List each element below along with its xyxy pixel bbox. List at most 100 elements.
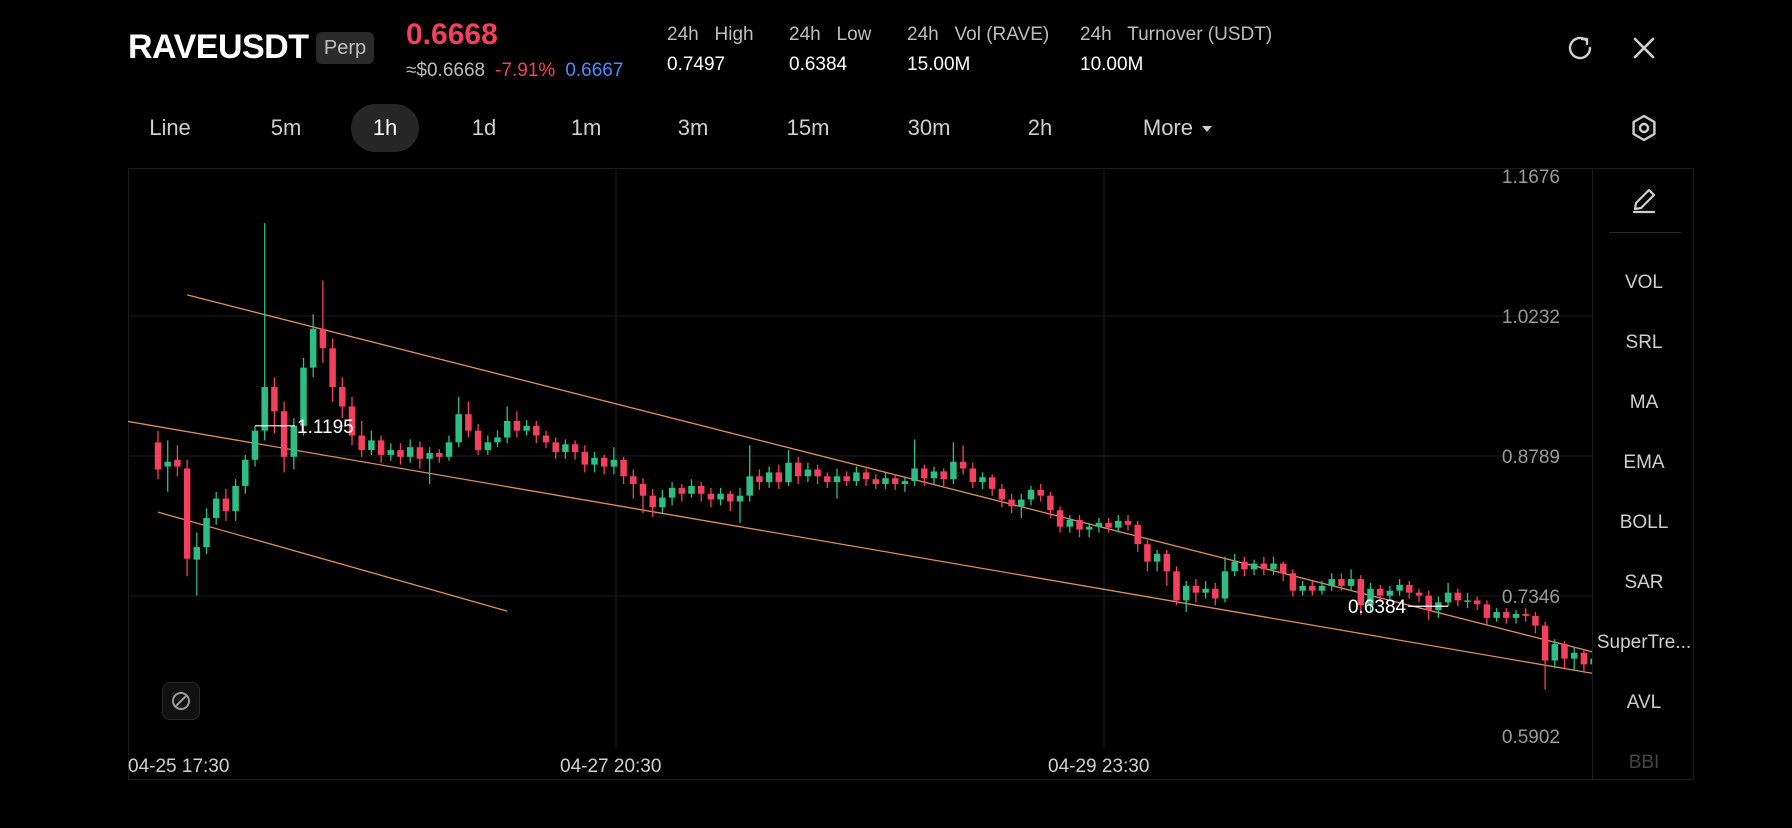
price-subline: ≈$0.6668 -7.91% 0.6667: [406, 60, 633, 82]
close-button[interactable]: [1624, 28, 1664, 68]
candle-body: [1532, 615, 1539, 626]
candle: [280, 401, 288, 473]
candle: [688, 479, 695, 498]
candle: [1396, 579, 1403, 596]
draw-tool-button[interactable]: [1624, 180, 1664, 220]
tab-15m[interactable]: 15m: [786, 115, 830, 140]
caret-down-icon: [1202, 126, 1213, 133]
candle: [1124, 515, 1132, 531]
tab-2h[interactable]: 2h: [1027, 115, 1053, 140]
tab-5m[interactable]: 5m: [270, 115, 302, 140]
candle-body: [746, 476, 753, 496]
indicator-ma[interactable]: MA: [1629, 392, 1659, 413]
candle: [1444, 582, 1452, 607]
candle-body: [843, 476, 850, 482]
candle-body: [717, 493, 724, 500]
candle: [901, 476, 909, 492]
candle-body: [1580, 652, 1588, 665]
candle: [1153, 549, 1161, 572]
candle-body: [261, 387, 268, 431]
candle-body: [668, 487, 676, 498]
candle: [1056, 506, 1064, 533]
candle: [1066, 515, 1074, 533]
indicator-ema[interactable]: EMA: [1623, 452, 1665, 473]
candle: [1289, 569, 1297, 597]
tab-more[interactable]: More: [1118, 104, 1238, 152]
stat-24h-low: 24h Low 0.6384: [789, 24, 871, 76]
candle-body: [1095, 522, 1103, 527]
candle-body: [222, 498, 230, 512]
trendline[interactable]: [157, 511, 508, 612]
candle-body: [1124, 520, 1132, 525]
tab-1m[interactable]: 1m: [570, 115, 602, 140]
candle: [639, 478, 647, 514]
tab-3m[interactable]: 3m: [677, 115, 709, 140]
candle: [1299, 581, 1306, 596]
candle: [1115, 515, 1122, 533]
candle-body: [203, 517, 210, 548]
refresh-button[interactable]: [1560, 28, 1600, 68]
indicator-srl[interactable]: SRL: [1625, 332, 1663, 353]
stat-label: 24h Low: [789, 24, 872, 45]
y-tick-label: 1.0232: [1502, 307, 1560, 328]
indicator-vol[interactable]: VOL: [1624, 272, 1664, 293]
candle-body: [1037, 489, 1044, 496]
candle: [950, 442, 957, 485]
candle: [843, 471, 850, 486]
candle: [1386, 585, 1394, 601]
candle-body: [1318, 585, 1326, 591]
chart-tool-button[interactable]: [162, 682, 200, 720]
candle: [1047, 491, 1054, 518]
indicator-bbi[interactable]: BBI: [1628, 752, 1660, 773]
indicator-sar[interactable]: SAR: [1624, 572, 1664, 593]
candle: [1027, 485, 1035, 506]
candle-body: [484, 442, 492, 451]
candle: [300, 357, 307, 436]
candle-body: [891, 478, 899, 485]
candle: [1270, 556, 1277, 576]
candle-body: [232, 485, 239, 512]
indicator-supertrend[interactable]: SuperTre...: [1596, 632, 1692, 653]
candle: [853, 466, 860, 486]
candle-body: [1464, 600, 1471, 602]
indicator-avl[interactable]: AVL: [1626, 692, 1662, 713]
candle-body: [1182, 585, 1190, 601]
candle-body: [930, 471, 938, 479]
candle-body: [1250, 563, 1258, 570]
tab-1d[interactable]: 1d: [471, 115, 497, 140]
candle-body: [387, 450, 395, 455]
candle: [1425, 590, 1432, 620]
candle: [678, 484, 686, 502]
candle-body: [1163, 553, 1171, 572]
tab-more-label: More: [1142, 115, 1193, 140]
hexagon-settings-icon: [1632, 114, 1656, 142]
candle-body: [1503, 612, 1510, 618]
candle-body: [1202, 588, 1209, 593]
candle-body: [775, 472, 783, 483]
tab-1h[interactable]: 1h: [351, 104, 419, 152]
stat-label: 24h Vol (RAVE): [907, 24, 1050, 45]
candle-body: [1105, 522, 1112, 528]
chart-settings-button[interactable]: [1624, 108, 1664, 148]
candle: [319, 280, 327, 363]
candle-body: [678, 487, 686, 494]
symbol-title: RAVEUSDT: [128, 28, 309, 66]
candle: [1503, 608, 1510, 624]
candle-body: [872, 479, 880, 485]
tab-30m[interactable]: 30m: [907, 115, 951, 140]
candle-body: [736, 495, 744, 502]
candle: [1551, 639, 1559, 669]
candle-body: [1260, 563, 1268, 570]
candle: [309, 314, 317, 378]
candle: [533, 420, 540, 444]
candle-body: [1270, 563, 1277, 570]
candle-body: [1541, 625, 1549, 661]
candle: [1541, 621, 1549, 690]
tab-line[interactable]: Line: [149, 115, 191, 140]
candle: [542, 430, 550, 449]
indicator-boll[interactable]: BOLL: [1619, 512, 1669, 533]
candle: [659, 489, 666, 514]
candle: [1338, 573, 1345, 591]
candle-body: [1376, 588, 1384, 596]
